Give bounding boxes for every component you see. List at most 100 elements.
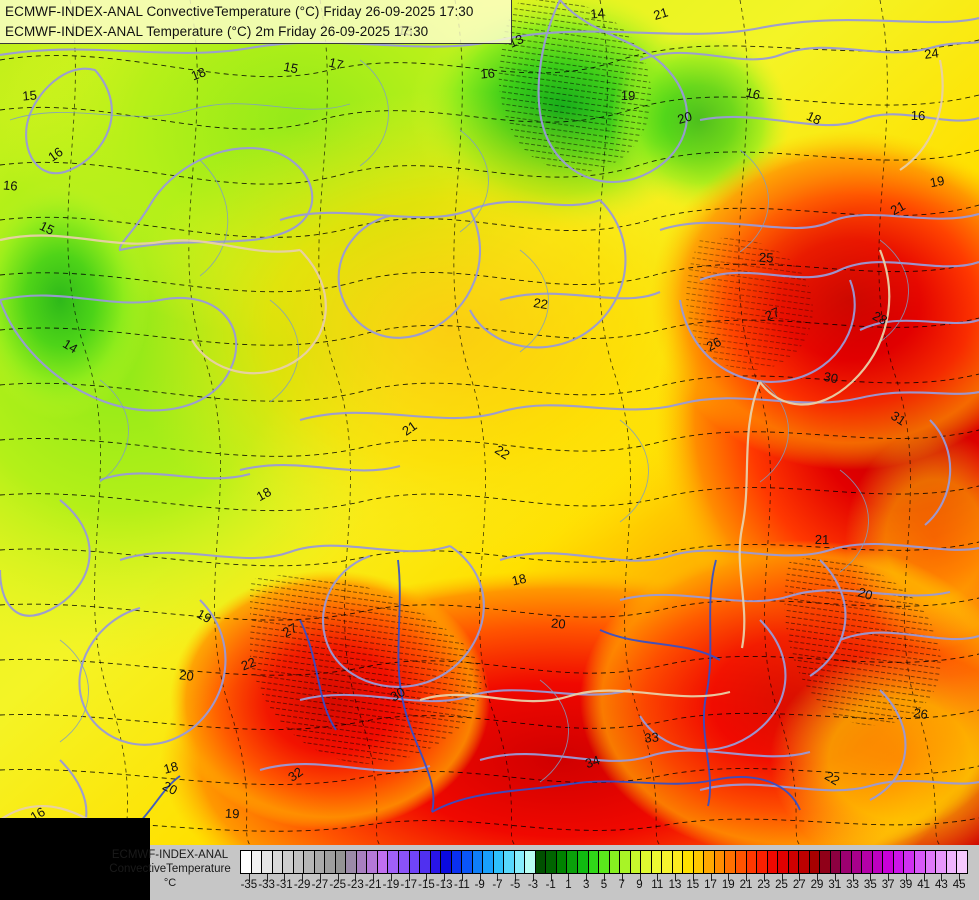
colorbar-tick-label: -29 [293,879,311,891]
svg-text:26: 26 [912,705,929,722]
colorbar-tick-label: 9 [636,879,643,891]
colorbar-tick [799,874,801,881]
country-borders [0,0,979,845]
colorbar-swatch [714,851,726,873]
colorbar-tick [515,874,517,881]
legend-variable-label: ConvectiveTemperature [109,863,231,875]
colorbar-swatch [830,851,842,873]
colorbar-swatch [641,851,652,873]
colorbar[interactable] [240,850,968,874]
colorbar-tick [497,874,499,881]
colorbar-tick-label: 27 [792,879,806,891]
colorbar-swatch [599,851,610,873]
colorbar-tick [461,874,463,881]
colorbar-tick [266,874,268,881]
colorbar-tick-label: -9 [474,879,485,891]
colorbar-tick-label: -11 [454,879,470,891]
colorbar-swatch [693,851,705,873]
colorbar-swatch [662,851,673,873]
svg-text:20: 20 [178,667,194,684]
colorbar-swatch [420,851,431,873]
colorbar-swatch [314,851,326,873]
colorbar-tick-label: 23 [757,879,771,891]
colorbar-tick [710,874,712,881]
colorbar-swatch [820,851,831,873]
weather-map-canvas[interactable]: 1515161616161414151518181515171715151616… [0,0,979,845]
svg-text:30: 30 [822,369,839,386]
colorbar-swatch [251,851,263,873]
colorbar-tick-label: 45 [952,879,966,891]
colorbar-tick [675,874,677,881]
colorbar-swatch [262,851,273,873]
colorbar-tick [284,874,286,881]
colorbar-tick-label: 33 [846,879,859,891]
colorbar-tick-label: -31 [276,879,293,891]
colorbar-tick [408,874,410,881]
colorbar-swatch [588,851,600,873]
colorbar-swatch [377,851,389,873]
colorbar-tick-labels: -35 -33 -31 -29 -27 -25 -23 -21 -19 -17 -15 -13 -11-… [240,879,968,897]
colorbar-swatches [241,851,967,873]
colorbar-tick [888,874,890,881]
colorbar-swatch [398,851,410,873]
svg-text:34: 34 [583,752,602,771]
colorbar-swatch [472,851,484,873]
colorbar-tick [781,874,783,881]
svg-text:22: 22 [492,442,512,462]
svg-text:18: 18 [804,108,823,128]
colorbar-swatch [346,851,357,873]
colorbar-swatch [936,851,947,873]
svg-text:27: 27 [763,304,782,323]
legend-model-label: ECMWF-INDEX-ANAL [111,849,229,861]
svg-text:31: 31 [888,408,908,428]
colorbar-swatch [735,851,747,873]
colorbar-swatch [757,851,768,873]
colorbar-swatch [620,851,631,873]
rivers [119,559,801,841]
colorbar-swatch [725,851,736,873]
colorbar-swatch [904,851,915,873]
colorbar-tick-label: -33 [258,879,275,891]
colorbar-swatch [851,851,863,873]
colorbar-swatch [651,851,663,873]
colorbar-tick [746,874,748,881]
colorbar-swatch [925,851,937,873]
svg-text:18: 18 [189,64,208,83]
colorbar-tick-label: -5 [510,879,521,891]
colorbar-tick-label: -13 [435,879,453,891]
colorbar-tick-label: -1 [545,879,556,891]
colorbar-tick-label: 3 [583,879,590,891]
colorbar-swatch [957,851,967,873]
svg-text:16: 16 [911,108,926,123]
colorbar-swatch [872,851,884,873]
minor-hydrography [9,59,909,783]
colorbar-swatch [493,851,505,873]
colorbar-tick [763,874,765,881]
colorbar-tick [532,874,534,881]
colorbar-swatch [483,851,494,873]
colorbar-tick [444,874,446,881]
colorbar-tick [639,874,641,881]
colorbar-tick-label: -27 [311,879,329,891]
colorbar-swatch [609,851,621,873]
colorbar-tick [728,874,730,881]
